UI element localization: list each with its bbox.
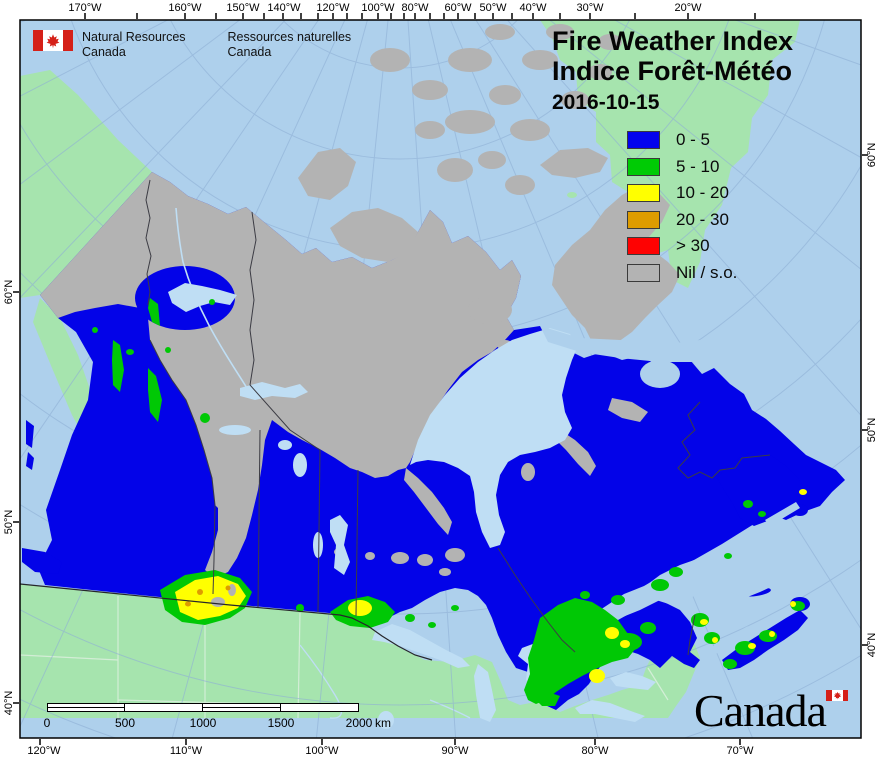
lon-label: 150°W [226, 2, 260, 14]
canada-wordmark: Canada [694, 685, 827, 736]
legend-swatch-20-30 [627, 210, 660, 229]
scale-tick-label: 1500 [267, 716, 295, 730]
province-borders [145, 179, 771, 656]
lon-label: 80°W [581, 745, 609, 757]
legend-label: > 30 [676, 236, 710, 256]
legend-row: Nil / s.o. [627, 262, 738, 282]
scale-tick-label: 1000 [189, 716, 217, 730]
scale-tick-label: 0 [43, 716, 51, 730]
nil-pocket [211, 597, 225, 607]
dept-name-fr: Ressources naturelles Canada [227, 30, 352, 59]
strait-belle-isle [765, 502, 800, 526]
legend-row: 0 - 5 [627, 130, 737, 149]
legend-row: > 30 [627, 236, 737, 256]
map-title: Fire Weather Index Indice Forêt-Météo 20… [552, 26, 793, 115]
dept-name-en: Natural Resources Canada [82, 30, 186, 59]
lat-label: 60°N [3, 279, 15, 305]
lon-label: 120°W [27, 745, 61, 757]
lake-ontario [610, 672, 656, 690]
scale-tick-label: 500 [114, 716, 136, 730]
scale-tick-label: 2000 [345, 716, 373, 730]
legend-label: 0 - 5 [676, 130, 711, 149]
lat-label: 40°N [866, 632, 878, 658]
maple-leaf-icon [46, 33, 60, 48]
gulf-st-lawrence [575, 532, 785, 638]
legend: 0 - 5 5 - 10 10 - 20 20 - 30 > 30 Nil / … [627, 130, 738, 291]
scale-bar-labels: 0 500 1000 1500 2000 km [43, 716, 391, 730]
lon-label: 70°W [726, 745, 754, 757]
lake-superior [372, 624, 470, 668]
scale-bar: 0 500 1000 1500 2000 km [43, 703, 391, 730]
scale-unit-label: km [375, 716, 391, 730]
lon-label: 40°W [519, 2, 547, 14]
legend-row: 10 - 20 [627, 183, 737, 203]
lon-label: 100°W [361, 2, 395, 14]
lon-label: 80°W [401, 2, 429, 14]
lon-label: 30°W [576, 2, 604, 14]
legend-label: Nil / s.o. [676, 262, 738, 282]
hudson-bay [410, 328, 578, 548]
great-bear-lake [168, 283, 237, 312]
lon-label: 60°W [444, 2, 472, 14]
ocean-bites [540, 326, 800, 660]
lat-label: 40°N [3, 690, 15, 716]
lat-label: 50°N [866, 417, 878, 443]
legend-label: 10 - 20 [676, 183, 729, 203]
lon-label: 140°W [267, 2, 301, 14]
lake-winnipeg [330, 515, 350, 575]
legend-row: 5 - 10 [627, 156, 737, 176]
lat-label: 60°N [866, 142, 878, 168]
lon-label: 90°W [441, 745, 469, 757]
lake-michigan [474, 664, 496, 722]
lon-label: 20°W [674, 2, 702, 14]
lon-label: 100°W [305, 745, 339, 757]
axis-ticks [13, 13, 868, 745]
legend-swatch-5-10 [627, 157, 660, 176]
lon-label: 50°W [479, 2, 507, 14]
legend-swatch-gt30 [627, 237, 660, 256]
international-border [20, 583, 433, 661]
lon-label: 120°W [316, 2, 350, 14]
title-en: Fire Weather Index [552, 26, 794, 56]
lon-label: 110°W [169, 745, 203, 757]
scale-bar-graphic [47, 703, 359, 712]
title-fr: Indice Forêt-Météo [552, 56, 793, 86]
legend-row: 20 - 30 [627, 209, 737, 229]
us-rivers [299, 644, 471, 719]
mackenzie-river [175, 207, 251, 394]
title-date: 2016-10-15 [552, 91, 660, 114]
legend-swatch-nil [627, 263, 660, 282]
lon-label: 160°W [168, 2, 202, 14]
legend-swatch-0-5 [627, 131, 660, 149]
canada-flag-icon [33, 30, 73, 51]
great-slave-lake [240, 382, 308, 400]
fwi-veryhigh-dots [185, 585, 231, 607]
legend-label: 20 - 30 [676, 209, 729, 229]
legend-swatch-10-20 [627, 184, 660, 203]
nrcan-logo: Natural Resources Canada Ressources natur… [33, 30, 351, 60]
lat-label: 50°N [3, 509, 15, 535]
map-frame [19, 19, 862, 739]
lake-erie [575, 700, 645, 722]
bay-of-fundy [700, 626, 748, 660]
wordmark-flag-icon [826, 690, 848, 701]
lon-label: 170°W [68, 2, 102, 14]
legend-label: 5 - 10 [676, 156, 720, 176]
